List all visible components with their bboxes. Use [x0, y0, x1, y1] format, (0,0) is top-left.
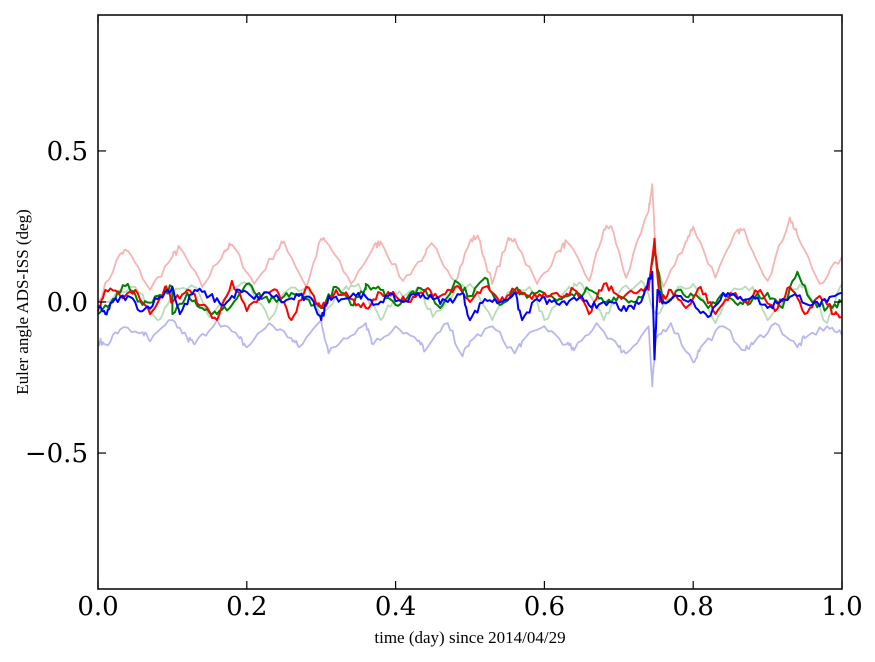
series-line-red: [97, 237, 843, 322]
x-tick-label: 0.8: [673, 592, 714, 622]
series-line-red-faded: [97, 183, 843, 303]
series-layer: [97, 183, 843, 388]
y-tick-label: 0.5: [47, 137, 88, 167]
x-tick-label: 0.4: [375, 592, 416, 622]
y-tick-label: 0.0: [47, 288, 88, 318]
x-tick-label: 0.6: [524, 592, 565, 622]
tick-layer: 0.0 0.2 0.4 0.6 0.8 1.0 0.5 0.0 −0.5: [25, 15, 863, 622]
series-line-blue: [97, 270, 843, 361]
x-tick-label: 0.2: [226, 592, 267, 622]
series-line-green: [97, 249, 843, 316]
x-axis-label: time (day) since 2014/04/29: [374, 628, 565, 647]
x-tick-label: 0.0: [77, 592, 118, 622]
y-tick-label: −0.5: [25, 439, 88, 469]
x-tick-label: 1.0: [821, 592, 862, 622]
series-line-blue-faded: [97, 319, 843, 388]
y-axis-label: Euler angle ADS-ISS (deg): [13, 209, 32, 395]
